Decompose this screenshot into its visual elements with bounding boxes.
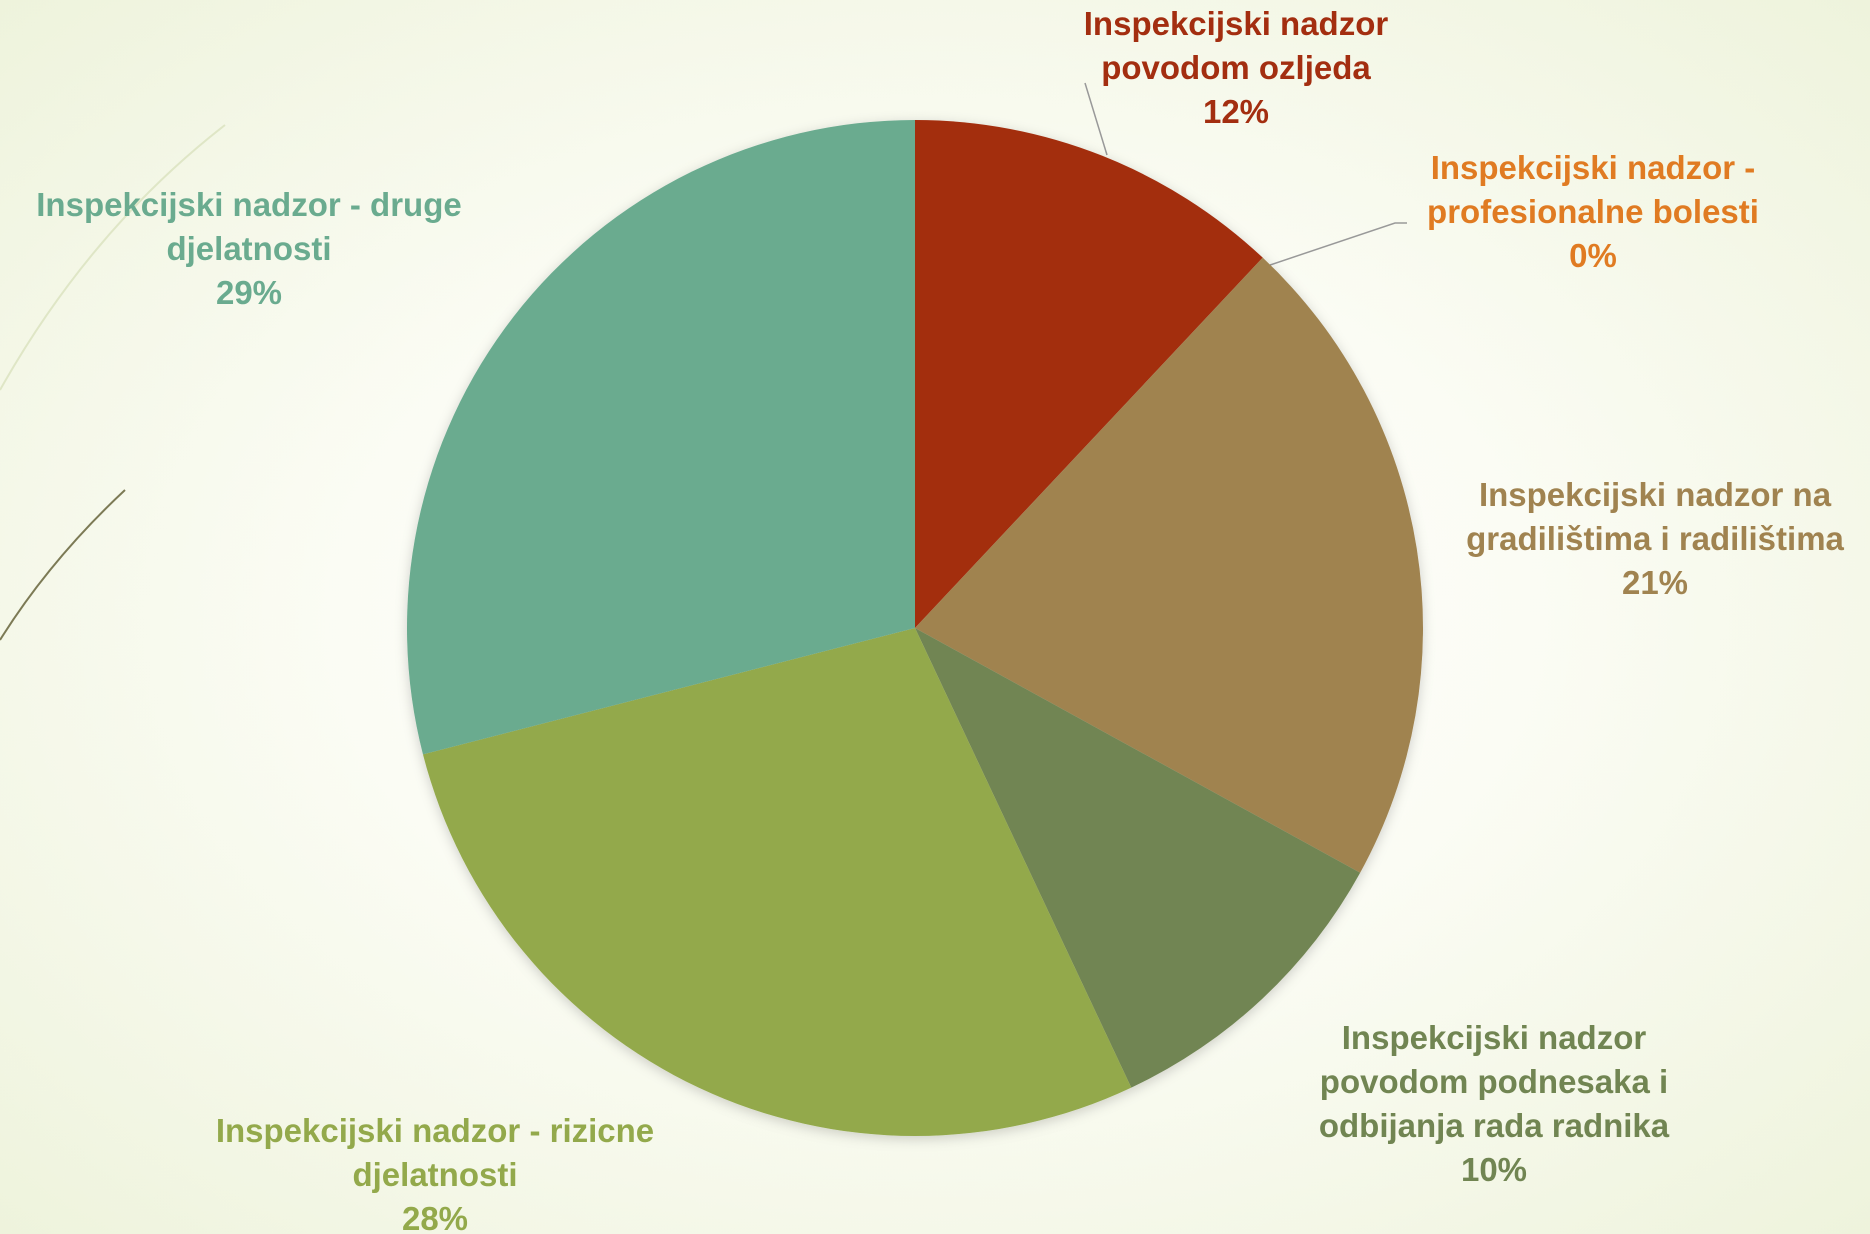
category-label: Inspekcijski nadzor na gradilištima i ra… xyxy=(1466,476,1844,557)
slice-label: Inspekcijski nadzor - rizicne djelatnost… xyxy=(185,1109,685,1234)
category-label: Inspekcijski nadzor povodom ozljeda xyxy=(1083,5,1389,86)
value-label: 29% xyxy=(215,274,283,311)
pie-slice xyxy=(422,628,1132,1136)
slice-label: Inspekcijski nadzor povodom podnesaka i … xyxy=(1284,1016,1704,1192)
slice-label: Inspekcijski nadzor na gradilištima i ra… xyxy=(1440,473,1870,605)
category-label: Inspekcijski nadzor - profesionalne bole… xyxy=(1427,149,1759,230)
category-label: Inspekcijski nadzor - rizicne djelatnost… xyxy=(215,1112,655,1193)
decor-curve xyxy=(0,489,126,641)
value-label: 28% xyxy=(401,1200,469,1234)
pie-slice xyxy=(915,257,1423,873)
value-label: 0% xyxy=(1569,237,1617,274)
slice-label: Inspekcijski nadzor - druge djelatnosti 2… xyxy=(4,183,494,315)
slice-label: Inspekcijski nadzor - profesionalne bole… xyxy=(1403,146,1783,278)
value-label: 21% xyxy=(1621,564,1689,601)
pie-slice xyxy=(915,628,1361,1088)
pie-slice xyxy=(915,120,1263,628)
pie-slice xyxy=(407,120,915,755)
value-label: 10% xyxy=(1460,1151,1528,1188)
slice-label: Inspekcijski nadzor povodom ozljeda 12% xyxy=(1056,2,1416,134)
leader-line xyxy=(1269,222,1407,266)
value-label: 12% xyxy=(1202,93,1270,130)
category-label: Inspekcijski nadzor povodom podnesaka i … xyxy=(1318,1019,1670,1144)
leader-line xyxy=(1084,82,1108,156)
pie xyxy=(407,120,1423,1136)
decor-curve xyxy=(0,124,226,391)
category-label: Inspekcijski nadzor - druge djelatnosti xyxy=(36,186,462,267)
